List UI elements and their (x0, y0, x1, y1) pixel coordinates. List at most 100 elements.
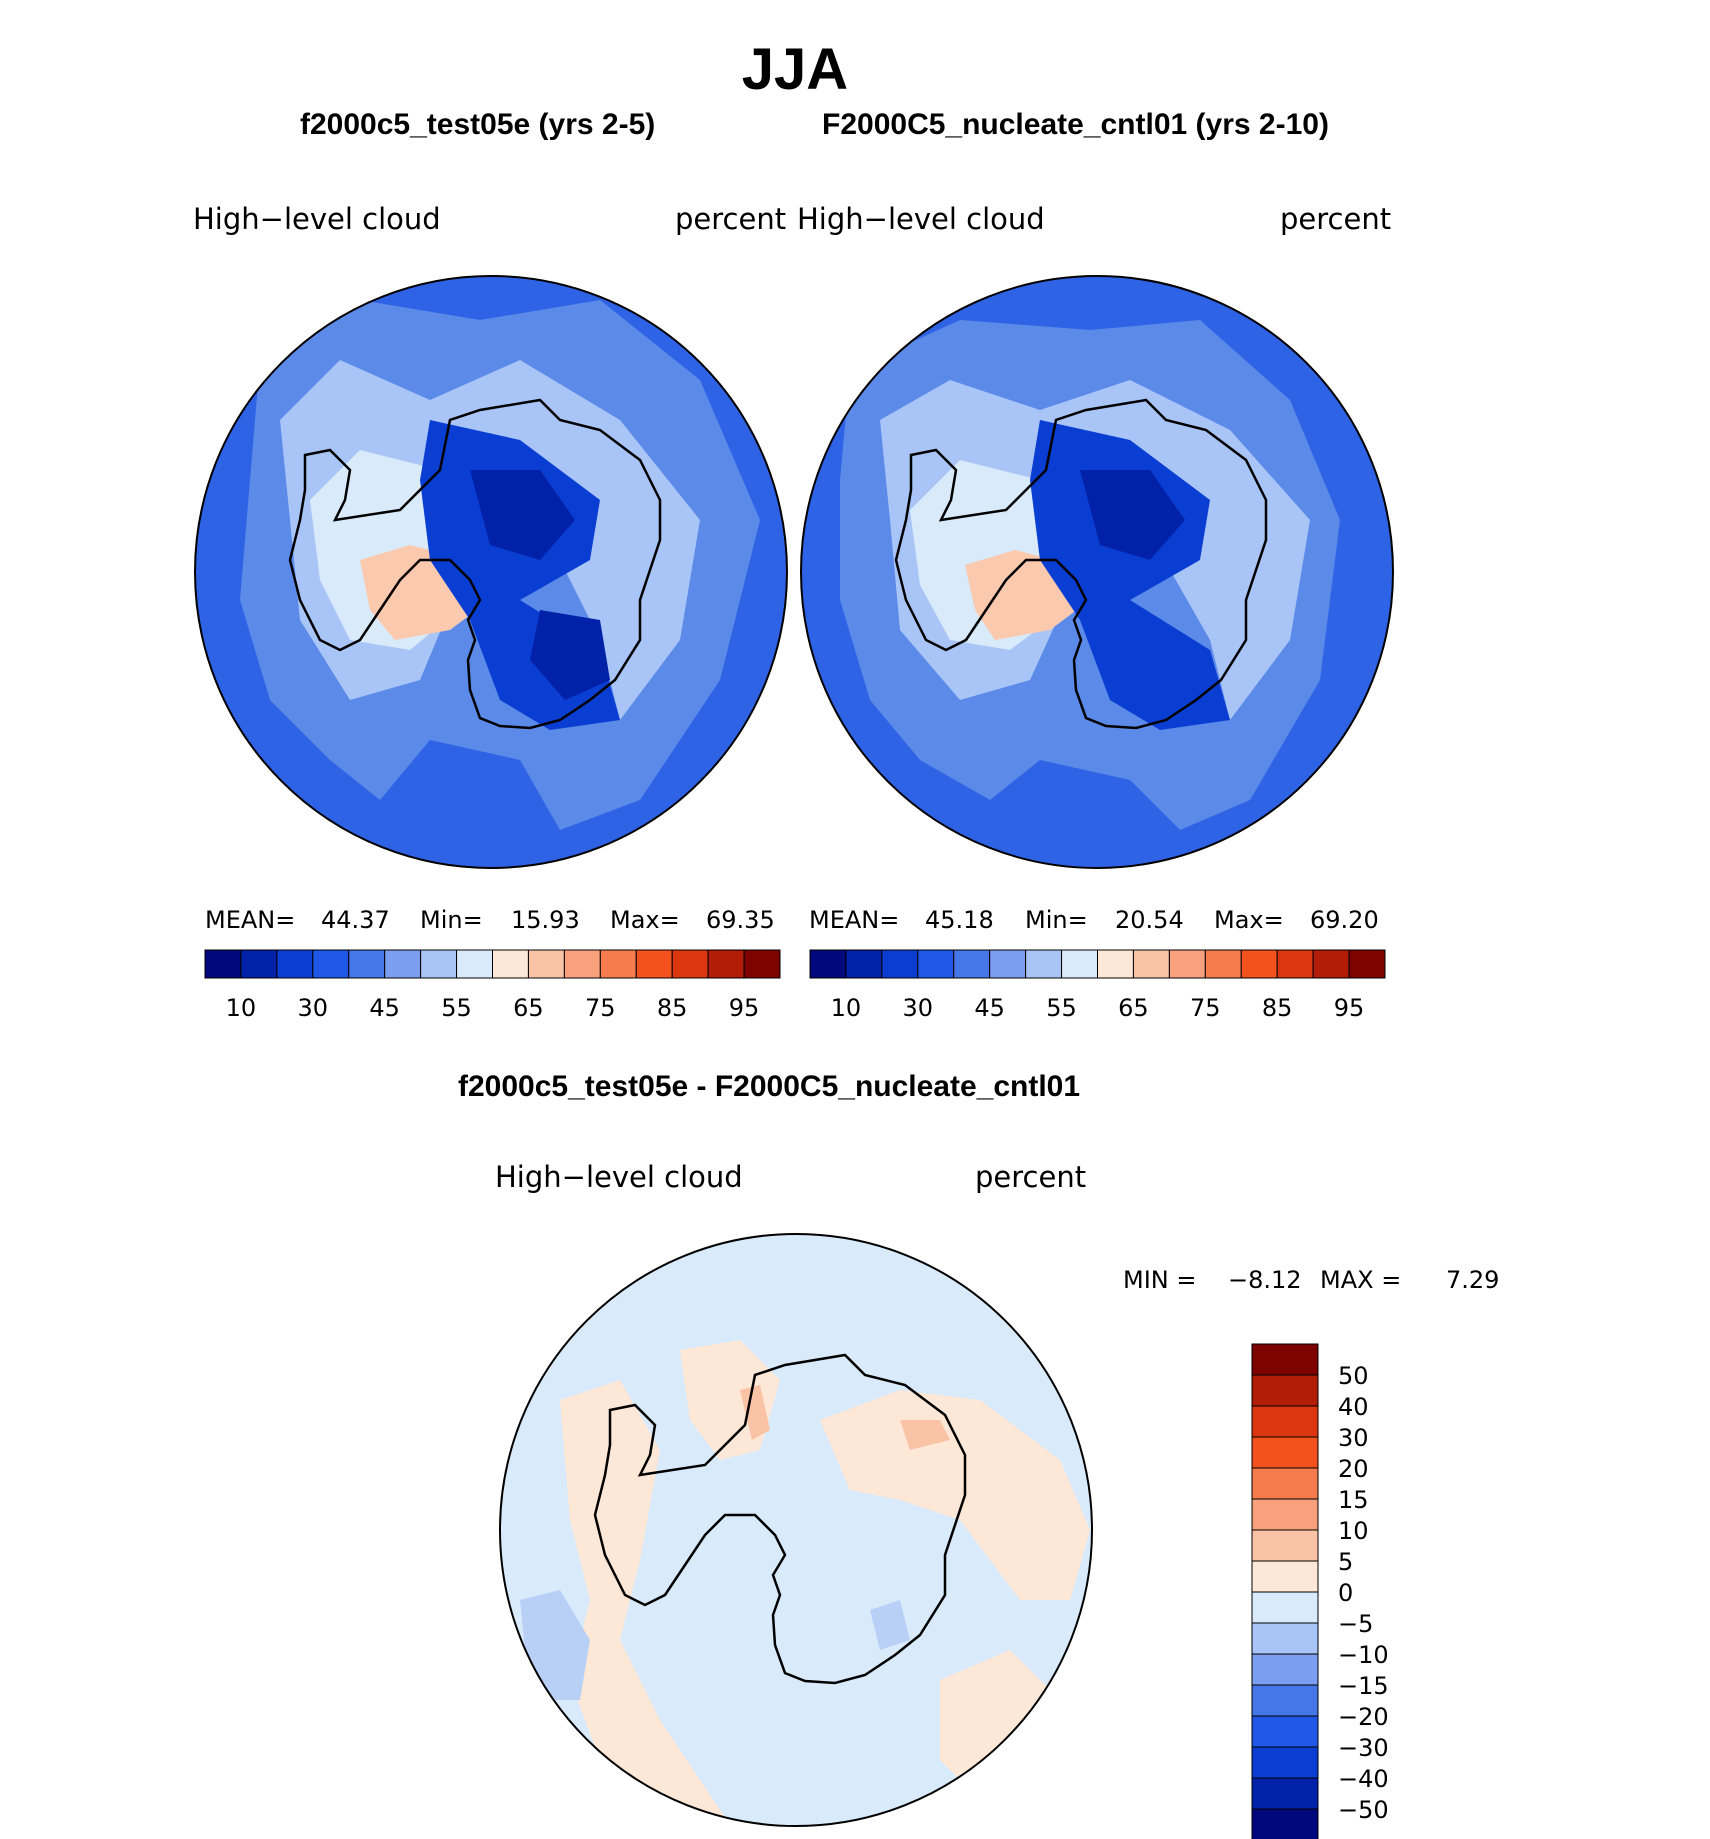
diff-colorbar-tick-label: −40 (1338, 1765, 1389, 1793)
panel2-colorbar-swatch (1168, 949, 1206, 979)
diff-colorbar-swatch (1251, 1653, 1319, 1686)
panel2-colorbar: 10 30 45 55 65 75 85 95 (809, 949, 1386, 1022)
panel1-colorbar-tick-label: 85 (657, 994, 688, 1022)
panel2-variable: High−level cloud (797, 202, 1045, 236)
panel1-colorbar-swatch (420, 949, 458, 979)
panel1-case-title: f2000c5_test05e (yrs 2-5) (300, 108, 656, 141)
diff-colorbar-swatch (1251, 1560, 1319, 1593)
panel1-colorbar-tick-label: 65 (513, 994, 544, 1022)
diff-title: f2000c5_test05e - F2000C5_nucleate_cntl0… (458, 1070, 1081, 1103)
panel2-fill-darkest-blue (1080, 470, 1185, 560)
panel2-colorbar-swatch (1132, 949, 1170, 979)
panel2-colorbar-swatch (917, 949, 955, 979)
panel2-mean-label: MEAN= (809, 906, 900, 934)
diff-colorbar-tick-label: 30 (1338, 1424, 1369, 1452)
diff-variable: High−level cloud (495, 1160, 743, 1194)
diff-colorbar-swatch (1251, 1405, 1319, 1438)
panel1-colorbar-swatch (384, 949, 422, 979)
diff-colorbar-tick-label: −5 (1338, 1610, 1373, 1638)
diff-min-value: −8.12 (1228, 1266, 1302, 1294)
panel1-colorbar-swatch (240, 949, 278, 979)
panel2-mean-value: 45.18 (925, 906, 994, 934)
panel2-colorbar-tick-label: 85 (1262, 994, 1293, 1022)
diff-colorbar-tick-label: 10 (1338, 1517, 1369, 1545)
panel2-colorbar-swatch (1061, 949, 1098, 979)
panel2-colorbar-swatch (1276, 949, 1314, 979)
panel2-colorbar-swatch (1204, 949, 1242, 979)
panel2-colorbar-tick-label: 10 (831, 994, 862, 1022)
panel2-colorbar-swatch (1240, 949, 1278, 979)
panel2-case-title: F2000C5_nucleate_cntl01 (yrs 2-10) (822, 108, 1329, 141)
panel2-max-value: 69.20 (1310, 906, 1379, 934)
panel1-colorbar-swatch (348, 949, 386, 979)
panel1-units: percent (675, 202, 787, 236)
diff-fill-positive-1 (560, 1380, 740, 1826)
panel1-min-label: Min= (420, 906, 483, 934)
panel2-colorbar-tick-label: 65 (1118, 994, 1149, 1022)
panel1-colorbar-swatch (671, 949, 709, 979)
diff-colorbar-tick-label: 50 (1338, 1362, 1369, 1390)
diff-colorbar-swatch (1251, 1746, 1319, 1779)
diff-colorbar-tick-label: −10 (1338, 1641, 1389, 1669)
panel1-colorbar-tick-label: 95 (729, 994, 760, 1022)
panel2-colorbar-swatch (845, 949, 883, 979)
panel1-colorbar-swatch (527, 949, 565, 979)
panel2-min-value: 20.54 (1115, 906, 1184, 934)
panel2-colorbar-swatch (1312, 949, 1350, 979)
diff-colorbar-swatch (1251, 1529, 1319, 1562)
panel2-colorbar-tick-label: 75 (1190, 994, 1221, 1022)
diff-colorbar-tick-label: −30 (1338, 1734, 1389, 1762)
panel1-map-border (194, 275, 788, 869)
panel1-colorbar-tick-label: 30 (298, 994, 329, 1022)
panel1-colorbar-tick-label: 55 (441, 994, 472, 1022)
panel1-variable: High−level cloud (193, 202, 441, 236)
diff-colorbar-tick-label: −20 (1338, 1703, 1389, 1731)
panel2-colorbar-swatch (809, 949, 847, 979)
panel1-colorbar-swatch (743, 949, 781, 979)
diff-colorbar-tick-label: 15 (1338, 1486, 1369, 1514)
diff-colorbar-tick-label: −50 (1338, 1796, 1389, 1824)
diff-colorbar-tick-label: −15 (1338, 1672, 1389, 1700)
panel1-colorbar-swatch (707, 949, 745, 979)
diff-colorbar-swatch (1251, 1777, 1319, 1810)
diff-antarctica-coastline (593, 1353, 967, 1685)
panel2-colorbar-swatch (881, 949, 919, 979)
diff-colorbar-tick-label: 5 (1338, 1548, 1353, 1576)
panel1-map (195, 276, 787, 868)
panel1-fill-darkest-blue (470, 470, 610, 700)
diff-units: percent (975, 1160, 1087, 1194)
panel1-mean-label: MEAN= (205, 906, 296, 934)
panel1-colorbar-swatch (492, 949, 529, 979)
diff-colorbar-tick-label: 20 (1338, 1455, 1369, 1483)
panel1-colorbar-swatch (312, 949, 350, 979)
diff-fill-positive-strong (740, 1385, 950, 1450)
diff-fill-pale-negative (520, 1590, 910, 1700)
diff-fill-positive-2 (820, 1390, 1090, 1600)
panel2-colorbar-swatch (1025, 949, 1063, 979)
figure-title: JJA (741, 37, 849, 102)
panel1-colorbar-tick-label: 45 (369, 994, 400, 1022)
panel2-map (801, 276, 1393, 868)
diff-map (500, 1234, 1092, 1826)
diff-colorbar-swatch (1251, 1436, 1319, 1469)
panel1-mean-value: 44.37 (321, 906, 390, 934)
diff-colorbar-swatch (1251, 1715, 1319, 1748)
panel1-colorbar-swatch (563, 949, 601, 979)
panel1-antarctica-coastline (288, 398, 662, 730)
panel1-min-value: 15.93 (511, 906, 580, 934)
panel1-colorbar-swatch (276, 949, 314, 979)
panel1-colorbar: 10 30 45 55 65 75 85 95 (204, 949, 781, 1022)
diff-colorbar-swatch (1251, 1684, 1319, 1717)
panel2-colorbar-tick-label: 45 (974, 994, 1005, 1022)
panel1-max-label: Max= (610, 906, 680, 934)
panel2-colorbar-tick-label: 30 (903, 994, 934, 1022)
panel2-units: percent (1280, 202, 1392, 236)
diff-colorbar-swatch (1251, 1622, 1319, 1655)
panel1-max-value: 69.35 (706, 906, 775, 934)
panel2-min-label: Min= (1025, 906, 1088, 934)
panel2-fill-dark-blue (1030, 420, 1230, 730)
panel1-colorbar-tick-label: 10 (226, 994, 257, 1022)
diff-colorbar-swatch (1251, 1808, 1319, 1839)
